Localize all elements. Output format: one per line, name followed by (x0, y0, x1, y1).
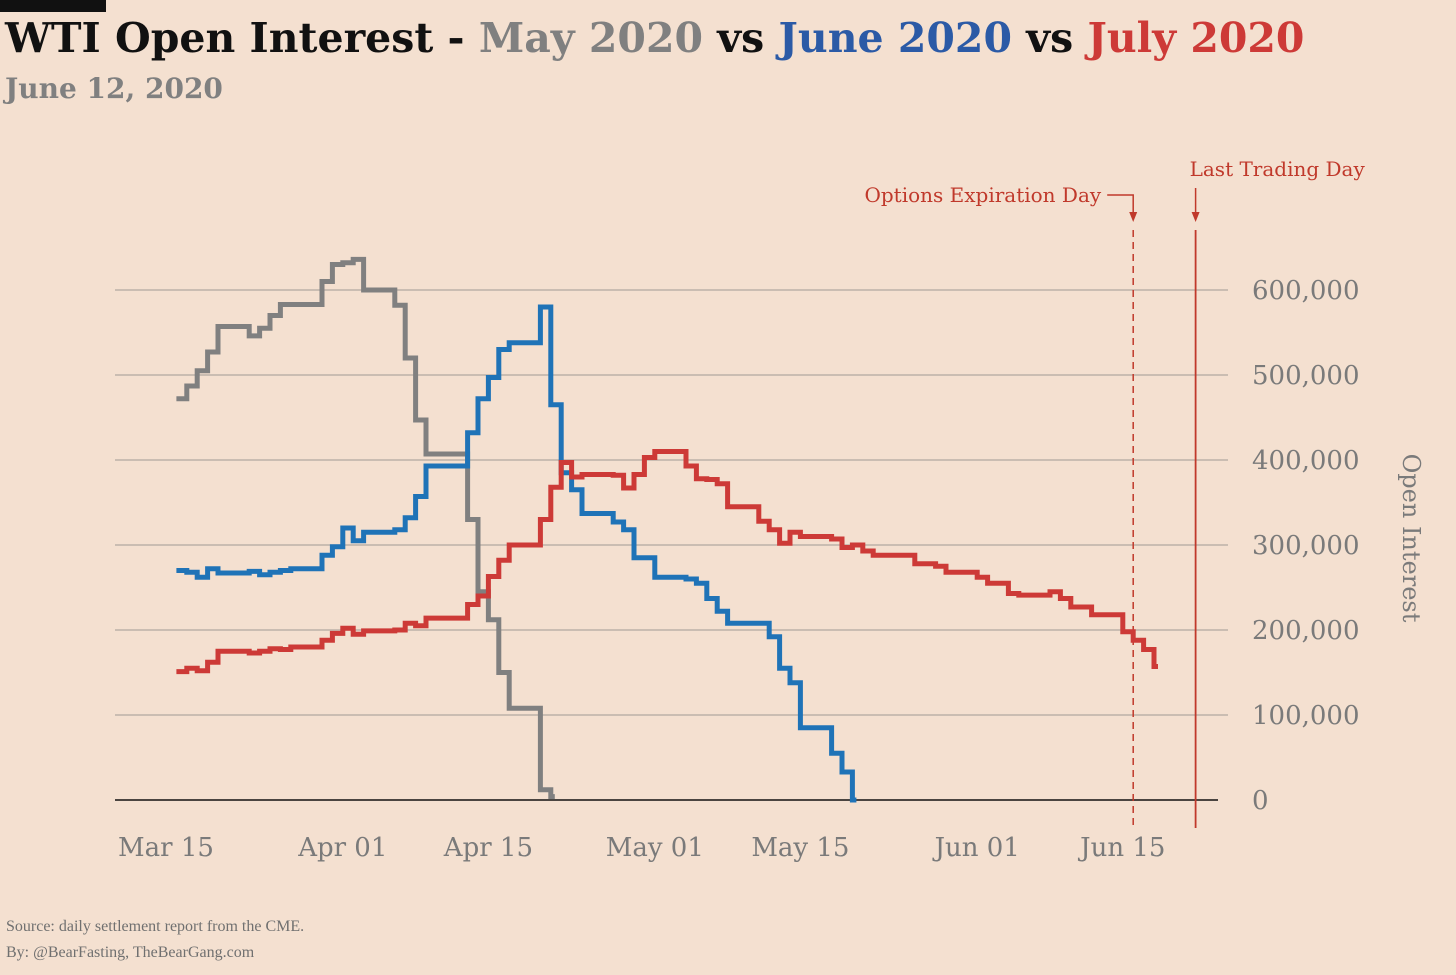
y-axis-title: Open Interest (1397, 454, 1425, 623)
chart-title: WTI Open Interest - May 2020 vs June 202… (5, 14, 1304, 62)
y-tick-label: 100,000 (1252, 701, 1360, 731)
title-may: May 2020 (478, 14, 704, 62)
options-expiration-arrow (1129, 212, 1138, 222)
x-tick-label: Apr 01 (297, 833, 387, 863)
title-vs-1: vs (703, 14, 779, 62)
y-tick-label: 0 (1252, 786, 1269, 816)
title-june: June 2020 (778, 14, 1012, 62)
x-tick-label: Jun 01 (932, 833, 1020, 863)
byline: By: @BearFasting, TheBearGang.com (6, 944, 255, 961)
y-tick-label: 300,000 (1252, 531, 1360, 561)
options-expiration-label: Options Expiration Day (864, 183, 1101, 207)
series-line-may-2020 (176, 256, 555, 800)
y-tick-label: 600,000 (1252, 276, 1360, 306)
series-line-july-2020 (176, 449, 1158, 675)
x-tick-label: Apr 15 (443, 833, 533, 863)
corner-bar (0, 0, 106, 12)
options-expiration-leader (1107, 194, 1134, 214)
last-trading-day-arrow (1191, 212, 1200, 222)
x-tick-label: Jun 15 (1077, 833, 1165, 863)
last-trading-day-label: Last Trading Day (1190, 157, 1366, 181)
y-tick-label: 500,000 (1252, 361, 1360, 391)
title-july: July 2020 (1087, 14, 1305, 62)
x-tick-label: Mar 15 (118, 833, 214, 863)
title-prefix: WTI Open Interest - (5, 14, 479, 62)
x-tick-label: May 01 (606, 833, 704, 863)
source-note: Source: daily settlement report from the… (6, 918, 305, 935)
y-tick-label: 200,000 (1252, 616, 1360, 646)
x-tick-label: May 15 (751, 833, 849, 863)
series-line-june-2020 (176, 304, 857, 803)
chart-subtitle: June 12, 2020 (5, 72, 223, 105)
title-vs-2: vs (1011, 14, 1088, 62)
y-tick-label: 400,000 (1252, 446, 1360, 476)
